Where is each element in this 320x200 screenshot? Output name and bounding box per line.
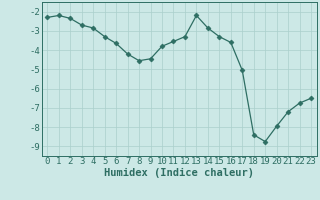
X-axis label: Humidex (Indice chaleur): Humidex (Indice chaleur) — [104, 168, 254, 178]
